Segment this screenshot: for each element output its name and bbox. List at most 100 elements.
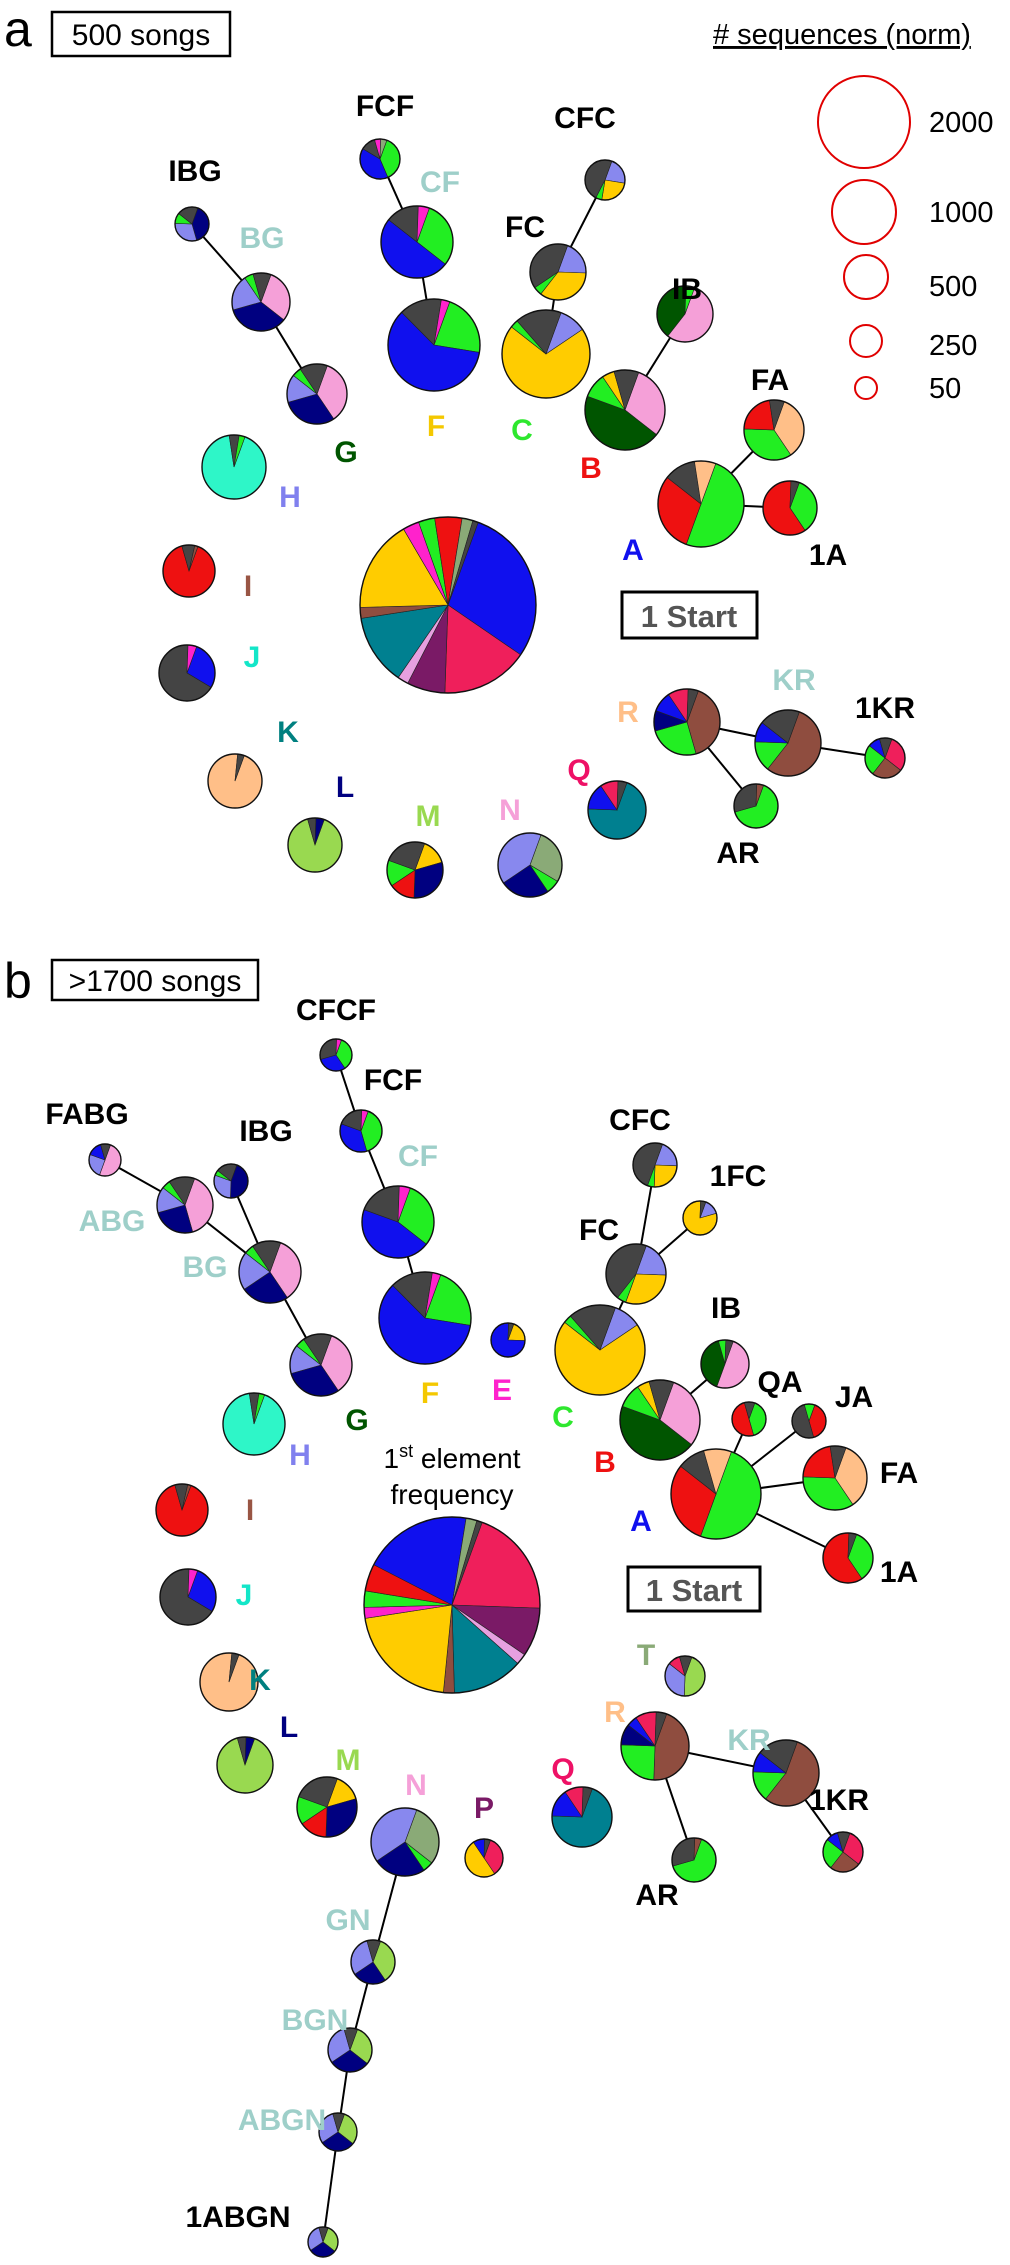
a-pie-fa [743,399,805,461]
a-outline-b [584,369,666,451]
b-pie-gn [350,1939,396,1985]
b-outline-fa [802,1445,868,1511]
a-outline-k [207,753,263,809]
a-label-ibg: IBG [168,155,221,188]
a-label-ar: AR [716,837,760,870]
b-outline-cf [361,1185,435,1259]
b-pie-bg [238,1240,302,1304]
b-label-abgn: ABGN [238,2104,326,2137]
b-pie-m [296,1776,358,1838]
b-label-cf: CF [398,1140,438,1173]
a-label-q: Q [567,754,590,787]
b-label-fcf: FCF [364,1064,422,1097]
legend-circle-2000 [817,75,911,169]
b-outline-abg [156,1176,214,1234]
b-outline-fcf [339,1109,383,1153]
center-caption: 1st element [384,1441,521,1474]
a-label-cf: CF [420,166,460,199]
a-label-m: M [416,800,441,833]
b-pie-q [551,1786,613,1848]
b-outline-t [664,1655,706,1697]
b-label-j: J [236,1579,253,1612]
a-label-h: H [279,481,301,514]
a-pie-q [587,780,647,840]
a-label-r: R [617,696,639,729]
legend-label-1000: 1000 [929,197,994,229]
a-pie-c [501,309,591,399]
b-label-fa: FA [880,1457,918,1490]
b-label-ar: AR [635,1879,679,1912]
a-label-k: K [277,716,299,749]
b-pie-cfc [632,1142,678,1188]
a-pie-n [497,832,563,898]
a-outline-i [162,544,216,598]
a-pie-b [584,369,666,451]
b-outline-abgn [318,2112,358,2152]
a-outline-bg [231,272,291,332]
a-outline-q [587,780,647,840]
a-outline-c [501,309,591,399]
b-outline-ar [671,1837,717,1883]
b-outline-bg [238,1240,302,1304]
a-label-kr: KR [772,664,816,697]
b-outline-g [289,1333,353,1397]
a-label-1kr: 1KR [855,692,915,725]
b-outline-fc [605,1243,667,1305]
panel-b-nodes [88,1038,874,2258]
b-pie-abgn [318,2112,358,2152]
a-label-j: J [244,641,261,674]
b-outline-a [670,1448,762,1540]
b-pie-k [199,1652,259,1712]
a-pie-1a [762,480,818,536]
b-pie-f [378,1271,472,1365]
a-label-i: I [244,570,252,603]
legend-label-2000: 2000 [929,107,994,139]
b-outline-gn [350,1939,396,1985]
a-outline-1a [762,480,818,536]
a-pie-l [287,817,343,873]
b-pie-ib [700,1339,750,1389]
a-label-cfc: CFC [554,102,616,135]
a-outline-fc [529,243,587,301]
a-outline-kr [754,709,822,777]
a-label-fcf: FCF [356,90,414,123]
b-label-r: R [604,1696,626,1729]
b-label-bg: BG [183,1251,228,1284]
a-outline-f [387,298,481,392]
b-outline-ja [791,1403,827,1439]
b-label-g: G [345,1404,368,1437]
a-pie-g [286,363,348,425]
b-pie-ar [671,1837,717,1883]
b-label-1a: 1A [880,1556,918,1589]
b-label-abg: ABG [79,1205,146,1238]
panel-a-song-count-box [50,10,232,58]
a-pie-a [657,460,745,548]
panel-b-letter: b [4,953,32,1009]
size-legend-title: # sequences (norm) [713,19,971,51]
b-outline-f [378,1271,472,1365]
b-pie-1abgn [307,2226,339,2258]
b-label-b: B [594,1446,616,1479]
panel-b-song-count: >1700 songs [69,965,242,998]
a-label-n: N [499,794,521,827]
a-pie-f [387,298,481,392]
legend-circle-500 [843,254,889,300]
b-pie-e [490,1322,526,1358]
b-pie-ja [791,1403,827,1439]
center-caption-line2: frequency [391,1479,514,1510]
a-pie-fc [529,243,587,301]
a-outline-fa [743,399,805,461]
b-pie-qa [731,1401,767,1437]
a-outline-g [286,363,348,425]
a-pie-i [162,544,216,598]
b-pie-h [222,1392,286,1456]
a-label-fc: FC [505,211,545,244]
b-outline-c [554,1304,646,1396]
b-label-1abgn: 1ABGN [185,2201,290,2234]
b-label-ib: IB [711,1292,741,1325]
b-outline-j [159,1568,217,1626]
b-outline-i [155,1483,209,1537]
b-label-qa: QA [758,1366,803,1399]
